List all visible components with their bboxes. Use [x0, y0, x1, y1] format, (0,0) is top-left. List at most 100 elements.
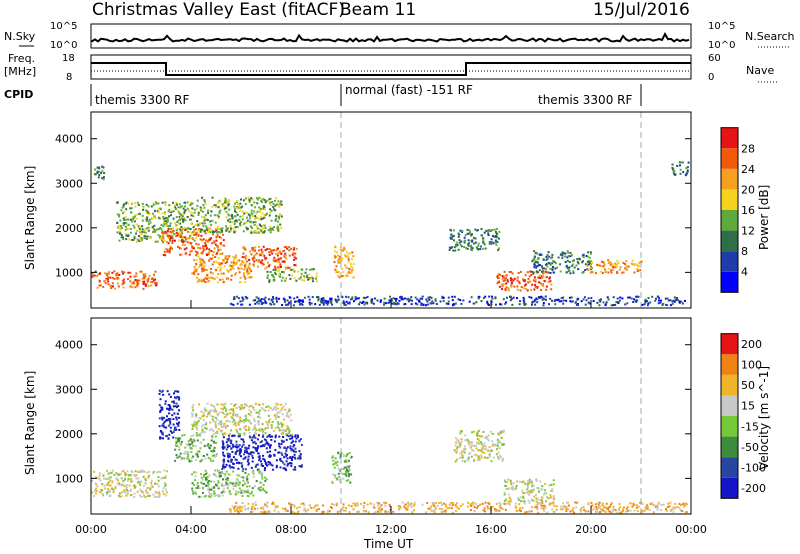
range-gate-cell: [126, 470, 129, 473]
range-gate-cell: [429, 507, 432, 510]
range-gate-cell: [614, 266, 617, 269]
range-gate-cell: [336, 478, 339, 481]
range-gate-cell: [328, 510, 331, 513]
range-gate-cell: [205, 423, 207, 426]
range-gate-cell: [278, 429, 281, 432]
range-gate-cell: [251, 456, 254, 459]
range-gate-cell: [162, 493, 165, 496]
range-gate-cell: [598, 501, 601, 504]
range-gate-cell: [204, 218, 207, 221]
range-gate-cell: [503, 500, 506, 502]
x-tick-label: 16:00: [475, 523, 507, 536]
range-gate-cell: [562, 502, 565, 505]
range-gate-cell: [175, 201, 178, 204]
range-gate-cell: [264, 256, 266, 259]
range-gate-cell: [530, 481, 533, 484]
range-gate-cell: [238, 505, 241, 508]
range-gate-cell: [152, 485, 154, 488]
range-gate-cell: [288, 249, 291, 252]
range-gate-cell: [203, 445, 206, 448]
range-gate-cell: [161, 212, 164, 215]
range-gate-cell: [179, 235, 182, 238]
range-gate-cell: [234, 257, 237, 259]
range-gate-cell: [148, 212, 151, 215]
range-gate-cell: [217, 249, 220, 251]
range-gate-cell: [233, 215, 236, 218]
range-gate-cell: [535, 497, 538, 500]
range-gate-cell: [325, 301, 328, 304]
range-gate-cell: [549, 280, 552, 283]
range-gate-cell: [277, 220, 279, 223]
range-gate-cell: [243, 275, 246, 278]
range-gate-cell: [533, 288, 536, 291]
range-gate-cell: [129, 227, 132, 230]
range-gate-cell: [164, 212, 166, 215]
range-gate-cell: [172, 418, 175, 421]
range-gate-cell: [144, 273, 147, 276]
range-gate-cell: [95, 476, 97, 479]
range-gate-cell: [94, 173, 97, 176]
range-gate-cell: [175, 231, 178, 234]
range-gate-cell: [240, 449, 243, 451]
range-gate-cell: [243, 246, 246, 249]
range-gate-cell: [224, 197, 227, 200]
colorbar-segment: [721, 457, 738, 478]
range-gate-cell: [107, 280, 110, 283]
range-gate-cell: [432, 302, 435, 305]
range-gate-cell: [390, 298, 393, 301]
range-gate-cell: [272, 202, 275, 205]
range-gate-cell: [141, 237, 144, 240]
range-gate-cell: [658, 502, 660, 505]
range-gate-cell: [655, 504, 658, 507]
range-gate-cell: [543, 510, 546, 513]
range-gate-cell: [297, 457, 299, 460]
range-gate-cell: [263, 502, 266, 505]
range-gate-cell: [122, 286, 125, 289]
range-gate-cell: [543, 280, 546, 282]
range-gate-cell: [523, 500, 526, 503]
range-gate-cell: [144, 479, 147, 481]
range-gate-cell: [241, 256, 244, 259]
range-gate-cell: [509, 481, 512, 484]
y-tick-label: 1000: [55, 266, 83, 279]
range-gate-cell: [192, 492, 195, 495]
range-gate-cell: [234, 231, 237, 234]
range-gate-cell: [258, 206, 261, 209]
range-gate-cell: [171, 408, 174, 411]
range-gate-cell: [528, 481, 531, 484]
range-gate-cell: [244, 277, 247, 280]
range-gate-cell: [169, 420, 172, 423]
range-gate-cell: [256, 446, 259, 449]
range-gate-cell: [145, 203, 148, 206]
range-gate-cell: [138, 279, 141, 282]
range-gate-cell: [492, 443, 494, 446]
colorbar-tick-label: 8: [741, 245, 748, 258]
range-gate-cell: [350, 455, 353, 458]
range-gate-cell: [189, 211, 192, 214]
range-gate-cell: [298, 465, 301, 468]
range-gate-cell: [263, 216, 266, 219]
range-gate-cell: [174, 206, 177, 209]
range-gate-cell: [190, 218, 192, 221]
range-gate-cell: [228, 490, 231, 493]
range-gate-cell: [208, 474, 211, 477]
range-gate-cell: [147, 476, 150, 479]
range-gate-cell: [451, 511, 454, 514]
range-gate-cell: [246, 270, 249, 273]
range-gate-cell: [681, 161, 684, 164]
range-gate-cell: [401, 501, 404, 504]
range-gate-cell: [586, 255, 589, 258]
range-gate-cell: [561, 254, 564, 257]
range-gate-cell: [322, 302, 325, 305]
range-gate-cell: [610, 262, 613, 265]
range-gate-cell: [210, 237, 213, 240]
range-gate-cell: [357, 510, 360, 513]
range-gate-cell: [334, 474, 337, 477]
range-gate-cell: [152, 279, 155, 282]
range-gate-cell: [601, 502, 604, 505]
range-gate-cell: [551, 488, 554, 491]
range-gate-cell: [216, 430, 219, 433]
range-gate-cell: [602, 265, 605, 268]
range-gate-cell: [463, 241, 466, 244]
range-gate-cell: [284, 266, 287, 269]
